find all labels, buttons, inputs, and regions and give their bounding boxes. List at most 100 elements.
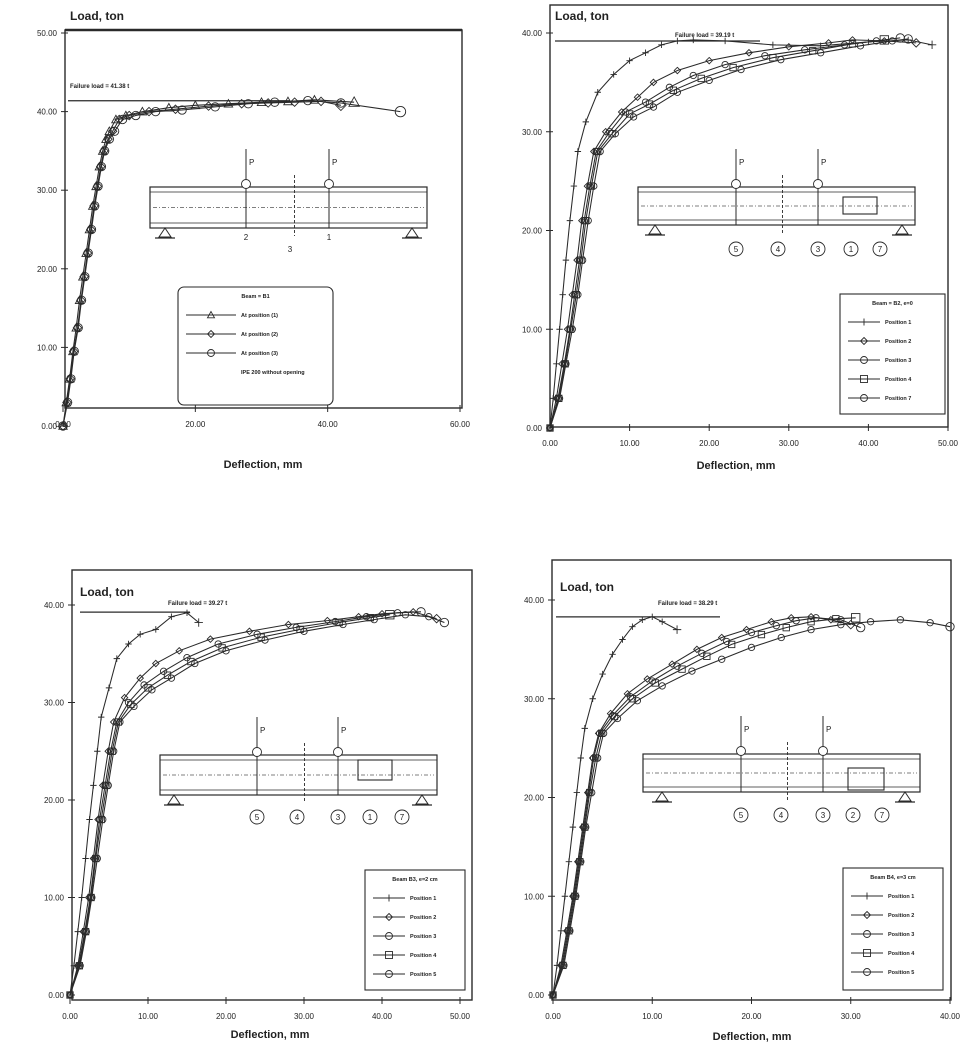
chart-panel-3: 0.00 10.00 20.00 30.00 40.00 0.00 10.00 20.00 30…	[44, 569, 473, 1041]
data-point	[729, 63, 737, 72]
data-point	[582, 118, 590, 126]
data-point	[90, 201, 100, 211]
data-point	[851, 613, 861, 623]
position-label: 3	[288, 245, 293, 254]
data-point	[668, 660, 676, 669]
data-point	[896, 616, 905, 624]
legend-entry: Position 4	[885, 377, 912, 383]
position-marker	[249, 809, 265, 825]
data-point	[945, 622, 955, 632]
data-point	[194, 618, 203, 627]
data-point	[104, 134, 114, 144]
support-icon	[655, 791, 669, 802]
data-point	[649, 103, 658, 111]
series-line	[549, 39, 885, 429]
support-icon	[898, 791, 912, 802]
y-tick-label: 40.00	[524, 596, 545, 605]
series-line	[62, 100, 342, 427]
data-point	[649, 613, 656, 620]
data-point	[903, 34, 913, 44]
data-point	[303, 95, 313, 106]
legend-swatch-marker	[385, 894, 393, 902]
data-point	[561, 893, 569, 900]
x-tick-label: 20.00	[216, 1012, 237, 1021]
y-axis-label: Load, ton	[70, 9, 124, 23]
position-marker	[770, 241, 786, 257]
data-point	[688, 667, 696, 675]
data-point	[609, 651, 616, 658]
x-tick-label: 20.00	[741, 1012, 762, 1021]
data-point	[568, 325, 576, 333]
legend: Beam = B2, e=0 Position 1 Position 2 Positi…	[839, 293, 946, 415]
data-point	[572, 892, 580, 900]
legend-entry: Position 3	[888, 932, 914, 938]
data-point	[807, 625, 815, 634]
data-point	[76, 295, 87, 305]
data-point	[643, 675, 652, 683]
data-point	[584, 216, 592, 225]
data-point	[100, 146, 110, 156]
data-point	[911, 38, 921, 48]
legend-swatch-marker	[860, 356, 868, 364]
data-point	[83, 248, 93, 258]
data-point	[658, 682, 666, 690]
data-point	[837, 616, 845, 624]
chart-panel-4: 0.00 10.00 20.00 30.00 40.00 0.00 10.00 20.00 30…	[524, 559, 961, 1043]
series-line	[552, 617, 856, 996]
data-point	[177, 105, 187, 115]
legend-title: Beam B3, e=2 cm	[392, 877, 438, 883]
x-tick-label: 10.00	[642, 1012, 663, 1021]
data-point	[88, 893, 96, 902]
y-axis-label: Load, ton	[560, 580, 614, 594]
data-point	[594, 754, 602, 762]
data-point	[167, 674, 176, 682]
data-point	[856, 42, 865, 50]
position-label: 7	[400, 813, 405, 822]
web-opening	[842, 196, 878, 215]
data-point	[150, 106, 161, 117]
series-line	[552, 619, 951, 996]
y-tick-label: 10.00	[524, 892, 545, 901]
data-point	[560, 961, 568, 970]
data-point	[113, 655, 120, 662]
data-point	[131, 110, 141, 121]
y-tick-label: 20.00	[37, 265, 58, 274]
data-point	[689, 71, 697, 80]
series-line	[69, 611, 437, 996]
data-point	[888, 37, 896, 45]
data-point	[581, 725, 588, 732]
data-point	[697, 74, 705, 83]
load-symbol: P	[821, 158, 826, 167]
data-point	[577, 754, 584, 762]
support-icon	[158, 227, 172, 238]
legend-swatch-marker	[385, 970, 393, 978]
position-marker	[872, 241, 888, 257]
data-point	[120, 693, 129, 702]
data-point	[761, 52, 769, 60]
data-point	[628, 695, 637, 703]
data-point	[721, 60, 729, 69]
load-symbol: P	[341, 726, 346, 735]
data-point	[62, 397, 73, 408]
data-point	[339, 620, 347, 629]
series-line	[552, 616, 851, 996]
data-point	[599, 729, 608, 737]
data-point	[824, 39, 833, 47]
data-point	[151, 659, 160, 668]
y-tick-label: 20.00	[522, 227, 543, 236]
legend-entry: Position 3	[885, 358, 911, 364]
data-point	[703, 652, 711, 660]
legend-title: Beam = B1	[241, 294, 269, 300]
series-4	[66, 610, 395, 999]
beam-diagram: P P 5 4 3 1 7	[159, 717, 438, 825]
data-point	[110, 747, 118, 755]
series-line	[552, 616, 678, 996]
x-tick-label: 30.00	[779, 439, 800, 448]
data-point	[672, 625, 682, 634]
legend-swatch-marker	[862, 910, 872, 920]
data-point	[243, 99, 253, 109]
legend-entry: Position 5	[410, 972, 436, 978]
data-point	[658, 41, 665, 49]
legend-swatch-marker	[206, 329, 216, 339]
